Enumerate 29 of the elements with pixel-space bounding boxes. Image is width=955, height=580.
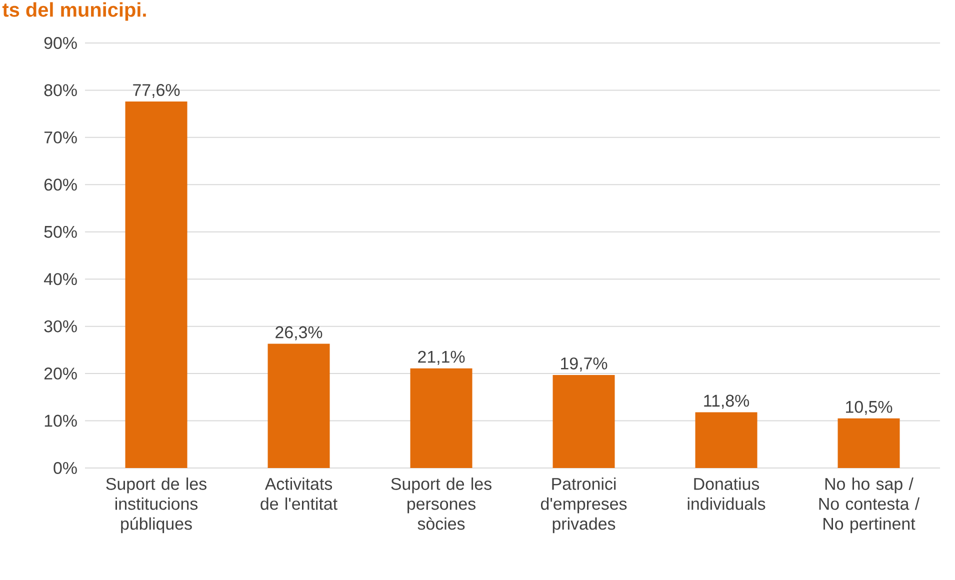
y-tick-label: 80% <box>44 84 77 96</box>
data-label: 21,1% <box>418 350 465 365</box>
y-tick-label: 30% <box>44 320 77 332</box>
bar <box>838 418 900 468</box>
chart-title: ts del municipi. <box>2 2 146 21</box>
y-tick-label: 20% <box>44 368 77 380</box>
data-label: 77,6% <box>133 84 180 98</box>
bar <box>552 374 615 468</box>
x-tick-label: Suport de les institucions públiques <box>106 478 206 534</box>
x-tick-label: Patronici d'empreses privades <box>540 478 627 534</box>
y-tick-label: 0% <box>54 462 77 474</box>
x-tick-label: Activitats de l'entitat <box>260 478 338 510</box>
y-tick-label: 70% <box>44 131 77 144</box>
data-label: 26,3% <box>276 326 322 340</box>
y-tick-label: 50% <box>44 226 77 238</box>
y-tick-label: 40% <box>44 273 77 286</box>
y-tick-label: 10% <box>44 414 77 427</box>
y-tick-label: 90% <box>44 36 77 49</box>
x-tick-label: Suport de les persones sòcies <box>391 478 492 530</box>
y-tick-label: 60% <box>44 178 77 191</box>
data-label: 19,7% <box>561 357 608 372</box>
x-tick-label: No ho sap / No contesta / No pertinent <box>819 478 920 534</box>
bar <box>410 368 472 468</box>
bar <box>125 102 188 468</box>
data-label: 11,8% <box>704 394 750 409</box>
bar <box>695 412 758 468</box>
bar <box>268 344 330 468</box>
data-label: 10,5% <box>846 400 892 415</box>
x-tick-label: Donatius individuals <box>688 478 766 510</box>
